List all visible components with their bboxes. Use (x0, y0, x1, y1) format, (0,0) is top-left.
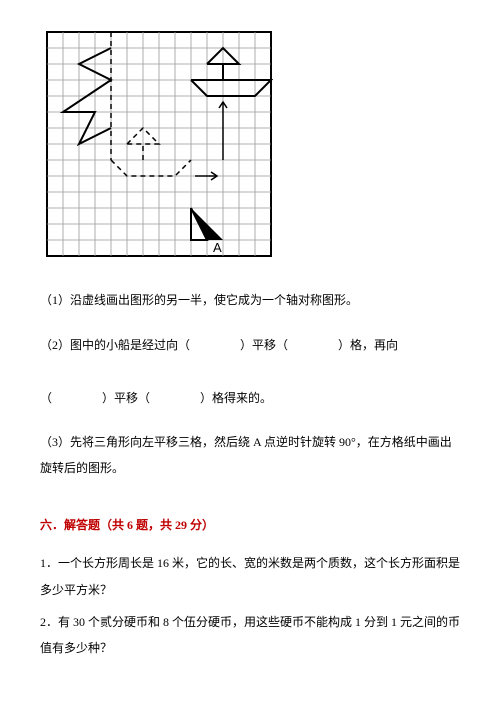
grid-svg: A (45, 30, 273, 258)
problem-2: 2．有 30 个贰分硬币和 8 个伍分硬币，用这些硬币不能构成 1 分到 1 元… (40, 609, 460, 662)
section-title-text: 六．解答题（共 6 题，共 29 分） (40, 518, 214, 532)
problem-1: 1．一个长方形周长是 16 米，它的长、宽的米数是两个质数，这个长方形面积是多少… (40, 550, 460, 603)
q2-mid2: ）格，再向 (338, 338, 398, 352)
question-2: （2）图中的小船是经过向（ ）平移（ ）格，再向 （ ）平移（ ）格得来的。 (40, 332, 460, 411)
grid-figure: A (45, 30, 460, 267)
section-title: 六．解答题（共 6 题，共 29 分） (40, 512, 460, 538)
q2-prefix: （2）图中的小船是经过向（ (40, 338, 190, 352)
label-a: A (213, 240, 222, 255)
p2-text: 2．有 30 个贰分硬币和 8 个伍分硬币，用这些硬币不能构成 1 分到 1 元… (40, 615, 460, 655)
question-3: （3）先将三角形向左平移三格，然后绕 A 点逆时针旋转 90°，在方格纸中画出旋… (40, 429, 460, 482)
question-1: （1）沿虚线画出图形的另一半，使它成为一个轴对称图形。 (40, 287, 460, 313)
q2-blank2 (288, 332, 338, 358)
q3-text: （3）先将三角形向左平移三格，然后绕 A 点逆时针旋转 90°，在方格纸中画出旋… (40, 435, 452, 475)
q1-text: （1）沿虚线画出图形的另一半，使它成为一个轴对称图形。 (40, 293, 358, 307)
q2-l2-suffix: ）格得来的。 (200, 391, 272, 405)
p1-text: 1．一个长方形周长是 16 米，它的长、宽的米数是两个质数，这个长方形面积是多少… (40, 556, 460, 596)
q2-blank3 (52, 385, 102, 411)
q2-blank4 (150, 385, 200, 411)
q2-blank1 (190, 332, 240, 358)
q2-mid1: ）平移（ (240, 338, 288, 352)
q2-l2-prefix: （ (40, 391, 52, 405)
q2-l2-mid: ）平移（ (102, 391, 150, 405)
